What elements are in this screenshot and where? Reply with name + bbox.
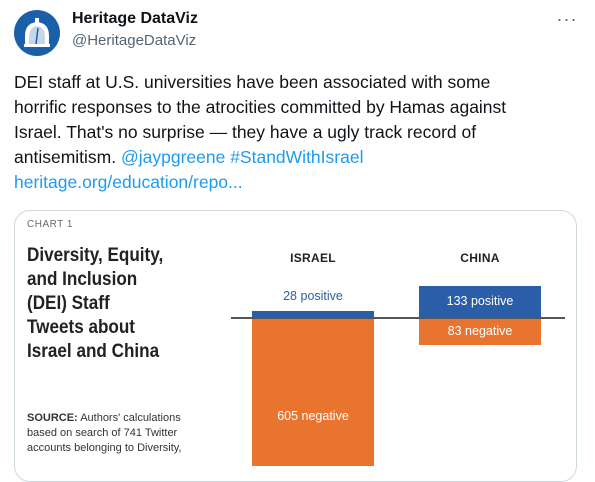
liberty-bell-icon — [24, 18, 50, 47]
negative-value-label: 605 negative — [277, 409, 349, 423]
chart-title-line: (DEI) Staff — [27, 293, 110, 314]
category-label: CHINA — [460, 251, 500, 265]
chart-title-line: Diversity, Equity, — [27, 245, 164, 266]
tweet-text-line: DEI staff at U.S. universities have been… — [14, 72, 491, 92]
source-label: SOURCE: — [27, 412, 78, 424]
user-handle[interactable]: @HeritageDataViz — [72, 32, 197, 49]
source-line: accounts belonging to Diversity, — [27, 442, 182, 454]
tweet-text-line: Israel. That's no surprise — they have a… — [14, 122, 477, 142]
tweet-text-line: horrific responses to the atrocities com… — [14, 97, 507, 117]
mention-link[interactable]: @jaypgreene — [120, 147, 226, 167]
category-label: ISRAEL — [290, 251, 336, 265]
chart-title: Diversity, Equity, and Inclusion (DEI) S… — [27, 244, 194, 364]
negative-value-label: 83 negative — [447, 324, 513, 338]
hashtag-link[interactable]: #StandWithIsrael — [230, 147, 364, 167]
source-line: Authors' calculations — [80, 412, 181, 424]
tweet-text-line: antisemitism. — [14, 147, 121, 167]
negative-bar — [252, 319, 374, 466]
positive-bar — [419, 285, 541, 318]
tweet-text: DEI staff at U.S. universities have been… — [14, 70, 586, 195]
more-options-button[interactable]: ··· — [556, 9, 578, 29]
chart-title-line: and Inclusion — [27, 269, 138, 290]
positive-value-label: 28 positive — [283, 289, 343, 304]
chart-source: SOURCE: Authors' calculations based on s… — [27, 411, 217, 456]
avatar[interactable] — [14, 10, 60, 56]
chart-label: CHART 1 — [27, 219, 73, 230]
chart-title-line: Israel and China — [27, 341, 160, 362]
negative-bar — [419, 319, 541, 345]
chart-baseline — [231, 317, 565, 319]
article-link[interactable]: heritage.org/education/repo... — [14, 172, 243, 192]
display-name[interactable]: Heritage DataViz — [72, 10, 198, 27]
positive-value-label: 133 positive — [446, 293, 514, 308]
chart-image[interactable]: CHART 1 Diversity, Equity, and Inclusion… — [14, 210, 577, 482]
source-line: based on search of 741 Twitter — [27, 427, 178, 439]
positive-bar — [252, 311, 374, 318]
chart-title-line: Tweets about — [27, 317, 135, 338]
